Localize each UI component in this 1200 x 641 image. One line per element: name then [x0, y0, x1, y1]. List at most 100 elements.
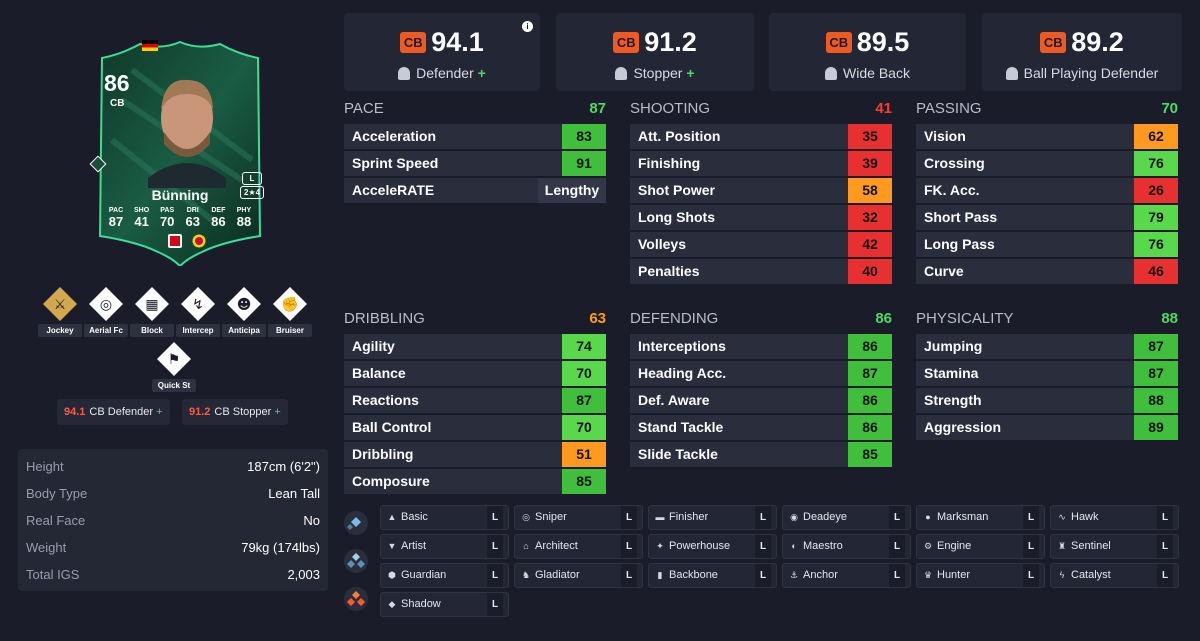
info-icon[interactable]: i	[522, 21, 533, 32]
attr-value: 83	[562, 124, 606, 149]
chemstyle-level-icon	[344, 549, 368, 573]
attr-value: 70	[562, 361, 606, 386]
role-chip-defender[interactable]: 94.1 CB Defender +	[57, 399, 170, 425]
attr-row: Interceptions 86	[630, 334, 892, 359]
chemstyle-level: L	[621, 506, 637, 529]
attr-name: Balance	[352, 365, 406, 381]
attr-row: Short Pass 79	[916, 205, 1178, 230]
playstyle-block[interactable]: ▦ Block	[130, 285, 174, 337]
chemstyle-icon: ▮	[657, 570, 663, 580]
role-box-defender[interactable]: CB 94.1 Defender +	[344, 13, 540, 91]
player-card[interactable]: 86 CB L 2★4 Bünning PAC 87 SHO 41 PAS 70 DR…	[89, 40, 268, 266]
player-info-panel: Height 187cm (6'2") Body Type Lean Tall Re…	[18, 449, 328, 591]
role-box-ball-playing-defender[interactable]: CB 89.2 Ball Playing Defender	[982, 13, 1182, 91]
playstyle-jockey[interactable]: ⚔ Jockey	[38, 285, 82, 337]
attr-name: Sprint Speed	[352, 155, 439, 171]
chemstyle-icon: ϟ	[1059, 570, 1065, 580]
chemstyle-basic[interactable]: ▲ Basic L	[380, 505, 509, 530]
playstyle-label: Anticipa	[222, 324, 266, 337]
chemstyle-icon: ◎	[522, 512, 530, 522]
attr-name: Penalties	[638, 263, 700, 279]
playstyle-icon: ⚑	[157, 342, 191, 376]
chemstyle-icon: ▲	[387, 512, 397, 522]
chemstyle-hunter[interactable]: ♛ Hunter L	[916, 563, 1045, 588]
attr-value: 26	[1134, 178, 1178, 203]
attr-value: 87	[1134, 361, 1178, 386]
attr-value: 89	[1134, 415, 1178, 440]
attr-row: FK. Acc. 26	[916, 178, 1178, 203]
chemstyle-backbone[interactable]: ▮ Backbone L	[648, 563, 777, 588]
chemstyle-architect[interactable]: ⌂ Architect L	[514, 534, 643, 559]
attr-row: Jumping 87	[916, 334, 1178, 359]
chemstyle-level: L	[755, 564, 771, 587]
chemstyle-finisher[interactable]: ▬ Finisher L	[648, 505, 777, 530]
playstyle-label: Intercep	[176, 324, 220, 337]
category-passing: PASSING 70	[916, 100, 1178, 117]
chemstyle-guardian[interactable]: ⬢ Guardian L	[380, 563, 509, 588]
attr-value: 51	[562, 442, 606, 467]
playstyle-aerial-fc[interactable]: ◎ Aerial Fc	[84, 285, 128, 337]
attr-name: Composure	[352, 473, 430, 489]
attr-row: Balance 70	[344, 361, 606, 386]
chemstyle-artist[interactable]: ▼ Artist L	[380, 534, 509, 559]
playstyle-intercep[interactable]: ↯ Intercep	[176, 285, 220, 337]
playstyle-quick-st[interactable]: ⚑ Quick St	[152, 340, 196, 392]
playstyle-icon: ◎	[89, 287, 123, 321]
attr-value: Lengthy	[538, 178, 606, 203]
face-stat: PAC 87	[108, 207, 124, 229]
category-value: 70	[1161, 100, 1178, 117]
svg-text:⚑: ⚑	[168, 352, 181, 368]
playstyle-label: Block	[130, 324, 174, 337]
chemstyle-hawk[interactable]: ∿ Hawk L	[1050, 505, 1179, 530]
attr-name: Strength	[924, 392, 982, 408]
role-icon	[825, 67, 838, 80]
svg-text:◎: ◎	[100, 297, 112, 313]
attr-name: Shot Power	[638, 182, 716, 198]
chemstyle-deadeye[interactable]: ◉ Deadeye L	[782, 505, 911, 530]
playstyle-label: Quick St	[152, 379, 196, 392]
chemstyle-gladiator[interactable]: ♞ Gladiator L	[514, 563, 643, 588]
attr-row: Long Pass 76	[916, 232, 1178, 257]
chemstyle-shadow[interactable]: ◆ Shadow L	[380, 592, 509, 617]
attr-value: 62	[1134, 124, 1178, 149]
role-box-wide-back[interactable]: CB 89.5 Wide Back	[769, 13, 966, 91]
role-chip-stopper[interactable]: 91.2 CB Stopper +	[182, 399, 288, 425]
info-row-weight: Weight 79kg (174lbs)	[26, 540, 320, 555]
chemstyle-powerhouse[interactable]: ✦ Powerhouse L	[648, 534, 777, 559]
chemstyle-level: L	[1023, 535, 1039, 558]
attr-name: Def. Aware	[638, 392, 710, 408]
chemstyle-level: L	[755, 535, 771, 558]
chemstyle-level: L	[889, 564, 905, 587]
card-position: CB	[110, 98, 125, 109]
chemstyle-anchor[interactable]: ⚓ Anchor L	[782, 563, 911, 588]
attr-value: 88	[1134, 388, 1178, 413]
attr-row: Strength 88	[916, 388, 1178, 413]
attr-value: 87	[848, 361, 892, 386]
chemstyle-icon: ⚓	[789, 570, 799, 580]
chemstyle-engine[interactable]: ⚙ Engine L	[916, 534, 1045, 559]
attr-row: Penalties 40	[630, 259, 892, 284]
attr-row: Att. Position 35	[630, 124, 892, 149]
chemstyle-sniper[interactable]: ◎ Sniper L	[514, 505, 643, 530]
playstyle-anticipa[interactable]: ☻ Anticipa	[222, 285, 266, 337]
chemstyle-sentinel[interactable]: ♜ Sentinel L	[1050, 534, 1179, 559]
chemstyle-level: L	[487, 564, 503, 587]
role-rating: 89.2	[1071, 27, 1124, 57]
attr-name: AcceleRATE	[352, 182, 435, 198]
attr-value: 86	[848, 415, 892, 440]
chemstyle-icon: ●	[925, 512, 931, 522]
attr-row: AcceleRATE Lengthy	[344, 178, 606, 203]
chemstyle-catalyst[interactable]: ϟ Catalyst L	[1050, 563, 1179, 588]
role-box-stopper[interactable]: CB 91.2 Stopper +	[556, 13, 754, 91]
chemstyle-level: L	[621, 564, 637, 587]
attr-value: 87	[562, 388, 606, 413]
chemstyle-marksman[interactable]: ● Marksman L	[916, 505, 1045, 530]
attr-name: Ball Control	[352, 419, 432, 435]
role-position-badge: CB	[613, 32, 640, 53]
chemstyle-level: L	[1023, 506, 1039, 529]
chemstyle-level: L	[1023, 564, 1039, 587]
attr-row: Reactions 87	[344, 388, 606, 413]
svg-text:↯: ↯	[192, 297, 204, 313]
chemstyle-maestro[interactable]: ◐ Maestro L	[782, 534, 911, 559]
playstyle-bruiser[interactable]: ✊ Bruiser	[268, 285, 312, 337]
